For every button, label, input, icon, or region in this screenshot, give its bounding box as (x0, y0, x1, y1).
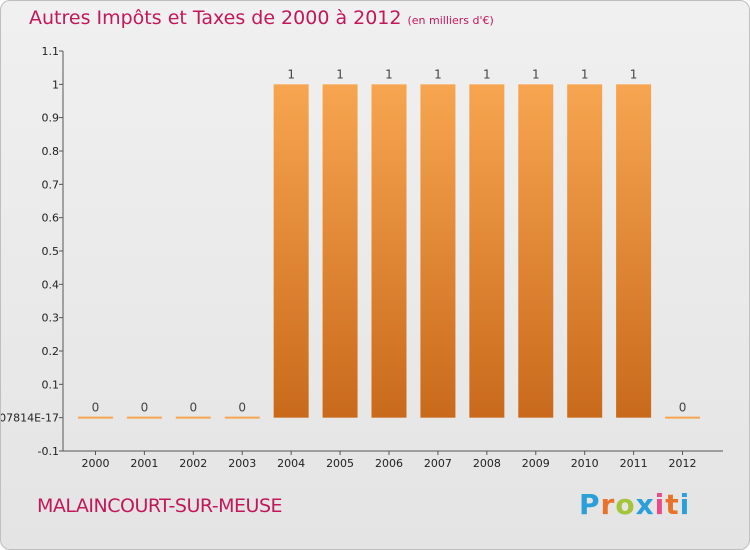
data-label: 1 (385, 67, 393, 81)
bar (518, 84, 554, 418)
x-tick-label: 2010 (571, 457, 599, 470)
data-label: 1 (483, 67, 491, 81)
proxiti-logo[interactable]: Proxiti (579, 488, 690, 521)
logo-letter: i (654, 488, 666, 521)
data-label: 0 (92, 401, 100, 415)
bar (322, 84, 358, 418)
y-tick-label: 1 (52, 78, 59, 91)
logo-letter: P (579, 488, 601, 521)
y-tick-label: 0.4 (42, 278, 60, 291)
logo-letter: x (635, 488, 655, 521)
bar (371, 84, 407, 418)
chart-unit: (en milliers d'€) (407, 14, 494, 27)
x-tick-label: 2003 (228, 457, 256, 470)
chart-title-row: Autres Impôts et Taxes de 2000 à 2012 (en… (29, 7, 494, 29)
y-tick-label: 1.3877787807814E-17 (1, 412, 59, 425)
data-label: 0 (679, 401, 687, 415)
bar (420, 84, 456, 418)
bar (469, 84, 505, 418)
logo-letter: o (615, 488, 636, 521)
data-label: 1 (532, 67, 540, 81)
logo-letter: r (600, 488, 616, 521)
x-tick-label: 2011 (620, 457, 648, 470)
data-label: 0 (238, 401, 246, 415)
x-tick-label: 2004 (277, 457, 305, 470)
data-label: 1 (287, 67, 295, 81)
x-tick-label: 2009 (522, 457, 550, 470)
y-tick-label: 0.6 (42, 212, 60, 225)
bar (616, 84, 652, 418)
data-label: 1 (434, 67, 442, 81)
data-label: 0 (141, 401, 149, 415)
y-tick-label: 0.9 (42, 112, 60, 125)
chart-title: Autres Impôts et Taxes de 2000 à 2012 (29, 7, 402, 29)
data-label: 0 (189, 401, 197, 415)
x-tick-label: 2005 (326, 457, 354, 470)
y-tick-label: 0.7 (42, 178, 60, 191)
y-tick-label: 0.8 (42, 145, 60, 158)
y-tick-label: 0.3 (42, 312, 60, 325)
x-tick-label: 2006 (375, 457, 403, 470)
x-tick-label: 2007 (424, 457, 452, 470)
data-label: 1 (581, 67, 589, 81)
data-label: 1 (336, 67, 344, 81)
x-tick-label: 2008 (473, 457, 501, 470)
bar (567, 84, 603, 418)
y-tick-label: 0.2 (42, 345, 60, 358)
x-tick-label: 2000 (81, 457, 109, 470)
bar (273, 84, 309, 418)
y-tick-label: 0.5 (42, 245, 60, 258)
y-tick-label: -0.1 (38, 445, 59, 458)
commune-name: MALAINCOURT-SUR-MEUSE (37, 495, 283, 517)
logo-letter: i (679, 488, 691, 521)
x-tick-label: 2001 (130, 457, 158, 470)
x-tick-label: 2002 (179, 457, 207, 470)
x-tick-label: 2012 (669, 457, 697, 470)
y-tick-label: 0.1 (42, 378, 60, 391)
logo-letter: t (665, 488, 680, 521)
y-tick-label: 1.1 (42, 45, 60, 58)
data-label: 1 (630, 67, 638, 81)
